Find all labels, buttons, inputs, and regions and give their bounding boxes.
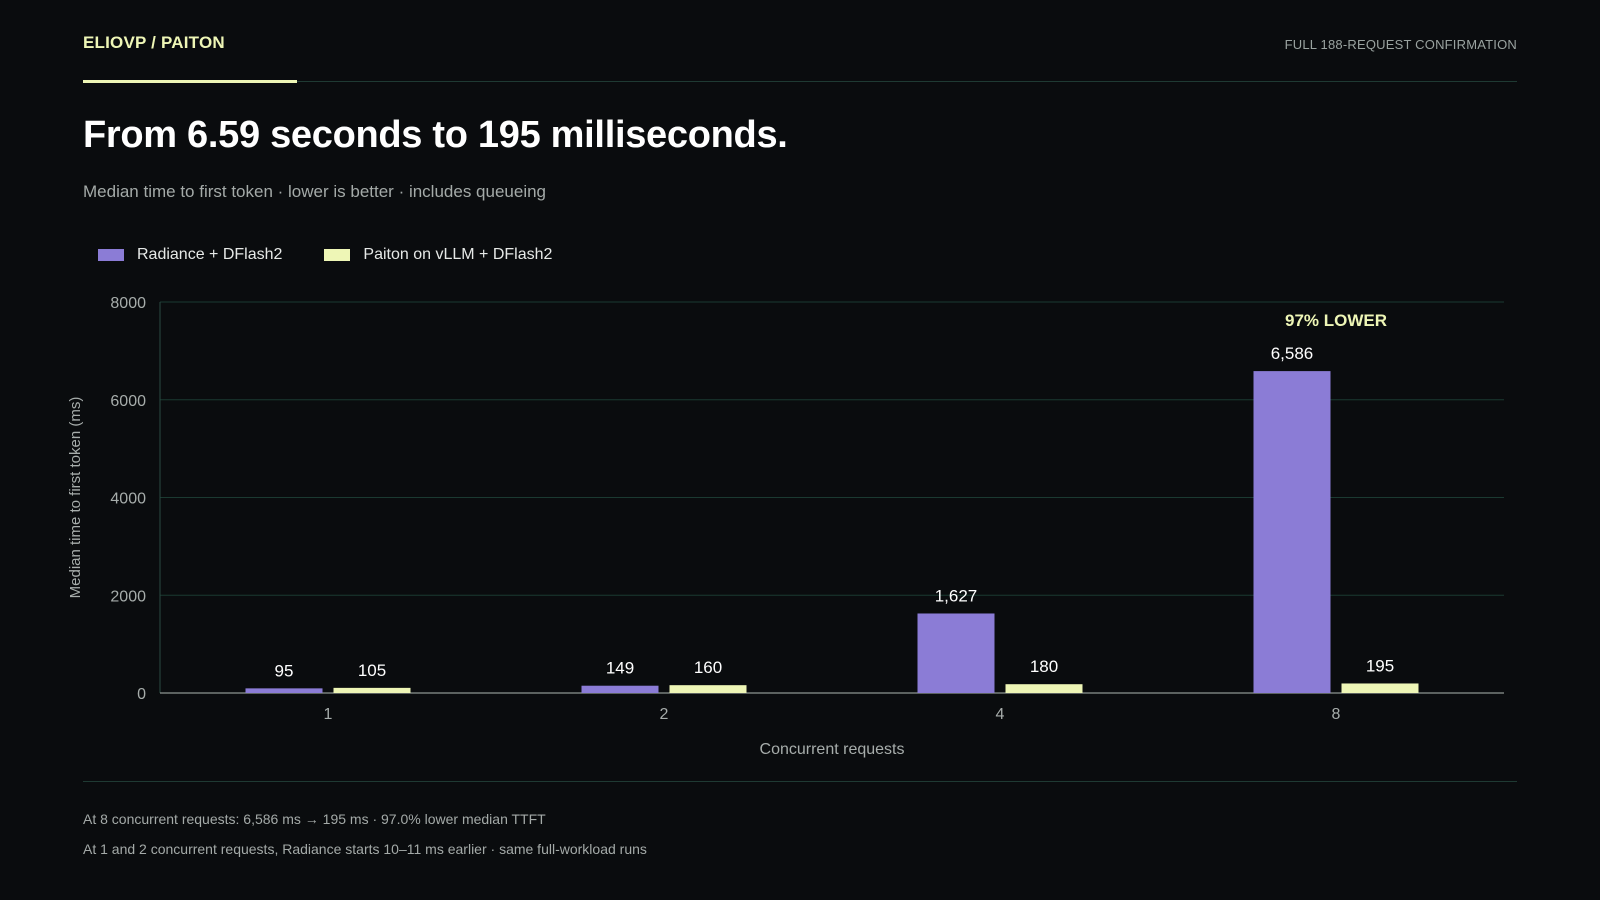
bar-value-label-paiton-4: 180 <box>1030 657 1058 676</box>
bar-radiance-4 <box>917 613 995 693</box>
header-accent-bar <box>83 80 297 83</box>
y-tick-label-0: 0 <box>137 686 146 703</box>
bar-radiance-1 <box>245 688 323 693</box>
bar-paiton-4 <box>1005 684 1083 693</box>
legend-item-radiance: Radiance + DFlash2 <box>98 246 282 264</box>
header-tagline: FULL 188-REQUEST CONFIRMATION <box>1284 37 1517 52</box>
bar-value-label-radiance-1: 95 <box>275 661 294 680</box>
legend-label-radiance: Radiance + DFlash2 <box>137 246 283 263</box>
y-axis-title: Median time to first token (ms) <box>67 397 84 599</box>
bar-value-label-radiance-8: 6,586 <box>1271 344 1314 363</box>
bar-radiance-8 <box>1253 371 1331 693</box>
bar-paiton-1 <box>333 687 411 693</box>
legend-swatch-paiton <box>324 249 351 261</box>
footer-note-secondary: At 1 and 2 concurrent requests, Radiance… <box>83 841 647 857</box>
page-subheading: Median time to first token · lower is be… <box>83 182 547 201</box>
footer-note-primary: At 8 concurrent requests: 6,586 ms → 195… <box>83 811 546 827</box>
x-tick-label-8: 8 <box>1332 706 1341 723</box>
header-divider <box>83 81 1517 82</box>
x-axis-title: Concurrent requests <box>760 741 905 758</box>
y-tick-label-4000: 4000 <box>110 491 146 508</box>
y-tick-label-6000: 6000 <box>110 393 146 410</box>
bar-radiance-2 <box>581 685 659 693</box>
legend-item-paiton: Paiton on vLLM + DFlash2 <box>324 246 552 264</box>
footer-divider <box>83 781 1517 782</box>
bar-value-label-paiton-8: 195 <box>1366 656 1394 675</box>
y-tick-label-8000: 8000 <box>110 295 146 312</box>
page-headline: From 6.59 seconds to 195 milliseconds. <box>83 114 788 156</box>
chart-annotation-label: 97% LOWER <box>1285 311 1387 330</box>
legend-swatch-radiance <box>98 249 124 261</box>
x-tick-label-4: 4 <box>996 706 1005 723</box>
x-tick-label-1: 1 <box>324 706 333 723</box>
bar-value-label-radiance-2: 149 <box>606 659 634 678</box>
bar-paiton-2 <box>669 685 747 693</box>
bar-value-label-radiance-4: 1,627 <box>935 586 978 605</box>
chart-legend: Radiance + DFlash2 Paiton on vLLM + DFla… <box>98 246 594 264</box>
bar-paiton-8 <box>1341 683 1419 693</box>
brand-title: ELIOVP / PAITON <box>83 33 225 52</box>
y-tick-label-2000: 2000 <box>110 588 146 605</box>
bar-value-label-paiton-1: 105 <box>358 661 386 680</box>
x-tick-label-2: 2 <box>660 706 669 723</box>
bar-value-label-paiton-2: 160 <box>694 658 722 677</box>
legend-label-paiton: Paiton on vLLM + DFlash2 <box>363 246 553 263</box>
